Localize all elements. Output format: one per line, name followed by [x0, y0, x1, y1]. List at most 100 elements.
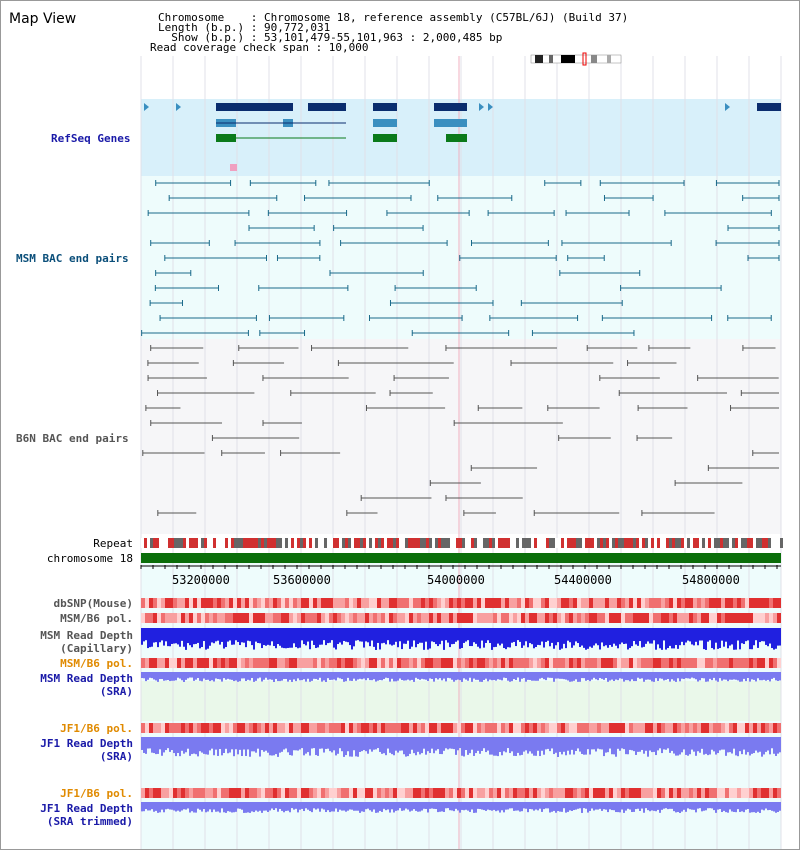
jf1-trim-depth-bar — [143, 802, 145, 812]
msm-sra-depth-bar — [433, 672, 435, 682]
msm-sra-depth-bar — [587, 672, 589, 680]
jf1-pol2-cell — [149, 788, 153, 798]
msm-b6-pol-label[interactable]: MSM/B6 pol. — [60, 612, 133, 625]
jf1-trim-depth-bar — [161, 802, 163, 810]
msm-pol-cell — [409, 613, 413, 623]
jf1-trim-depth-bar — [315, 802, 317, 810]
jf1-sra-depth-bar — [593, 737, 595, 750]
jf1-sra-depth-bar — [737, 737, 739, 757]
msm-pol-cell — [425, 613, 429, 623]
msm-pol-cell — [525, 613, 529, 623]
jf1-sra-depth-bar — [771, 737, 773, 749]
msm-capillary-depth-bar — [157, 628, 159, 648]
msm-sra-depth-bar — [475, 672, 477, 680]
msm-pol2-cell — [373, 658, 377, 668]
msm-b6-pol-2-label[interactable]: MSM/B6 pol. — [60, 657, 133, 670]
jf1-depth-trim-label[interactable]: JF1 Read Depth — [40, 802, 133, 815]
msm-pol-cell — [689, 613, 693, 623]
msm-sra-depth-bar — [193, 672, 195, 681]
msm-capillary-depth-bar — [563, 628, 565, 644]
msm-pol-cell — [625, 613, 629, 623]
msm-sra-depth-bar — [189, 672, 191, 678]
repeat-segment — [336, 538, 339, 548]
msm-sra-depth-bar — [739, 672, 741, 682]
msm-sra-depth-bar — [305, 672, 307, 682]
jf1-depth-sra-label[interactable]: JF1 Read Depth — [40, 737, 133, 750]
msm-pol2-cell — [273, 658, 277, 668]
msm-pol-cell — [389, 613, 393, 623]
msm-bac-label[interactable]: MSM BAC end pairs — [16, 252, 129, 265]
msm-sra-depth-bar — [719, 672, 721, 679]
jf1-sra-depth-bar — [605, 737, 607, 753]
msm-pol-cell — [305, 613, 309, 623]
msm-depth-capillary-label[interactable]: MSM Read Depth — [40, 629, 133, 642]
dbsnp-cell — [633, 598, 637, 608]
msm-pol2-cell — [221, 658, 225, 668]
jf1-pol-cell — [589, 723, 593, 733]
jf1-sra-depth-bar — [499, 737, 501, 753]
jf1-sra-depth-bar — [717, 737, 719, 754]
dbsnp-cell — [357, 598, 361, 608]
msm-pol2-cell — [365, 658, 369, 668]
jf1-pol-cell — [329, 723, 333, 733]
msm-sra-depth-bar — [779, 672, 781, 681]
dbsnp-cell — [669, 598, 673, 608]
msm-pol2-cell — [341, 658, 345, 668]
repeat-segment — [573, 538, 576, 548]
jf1-b6-pol-2-label[interactable]: JF1/B6 pol. — [60, 787, 133, 800]
msm-pol2-cell — [741, 658, 745, 668]
msm-capillary-depth-bar — [251, 628, 253, 646]
jf1-pol2-cell — [405, 788, 409, 798]
msm-pol2-cell — [409, 658, 413, 668]
jf1-pol2-cell — [285, 788, 289, 798]
jf1-pol2-cell — [577, 788, 581, 798]
jf1-sra-depth-bar — [535, 737, 537, 756]
jf1-trim-depth-bar — [261, 802, 263, 813]
jf1-pol-cell — [233, 723, 237, 733]
dbsnp-label[interactable]: dbSNP(Mouse) — [53, 597, 133, 610]
jf1-pol-cell — [585, 723, 589, 733]
msm-pol2-cell — [449, 658, 453, 668]
msm-pol2-cell — [525, 658, 529, 668]
msm-capillary-depth-bar — [193, 628, 195, 645]
dbsnp-cell — [693, 598, 697, 608]
jf1-sra-depth-bar — [727, 737, 729, 753]
jf1-trim-depth-bar — [667, 802, 669, 810]
jf1-pol2-cell — [553, 788, 557, 798]
msm-depth-sra-label[interactable]: MSM Read Depth — [40, 672, 133, 685]
msm-sra-depth-bar — [543, 672, 545, 680]
msm-capillary-depth-bar — [499, 628, 501, 646]
jf1-sra-depth-bar — [303, 737, 305, 756]
dbsnp-cell — [501, 598, 505, 608]
msm-pol2-cell — [509, 658, 513, 668]
msm-capillary-depth-bar — [477, 628, 479, 647]
msm-pol2-cell — [181, 658, 185, 668]
jf1-pol-cell — [409, 723, 413, 733]
msm-capillary-depth-bar — [447, 628, 449, 643]
msm-sra-depth-bar — [635, 672, 637, 682]
msm-sra-depth-bar — [341, 672, 343, 680]
jf1-b6-pol-label[interactable]: JF1/B6 pol. — [60, 722, 133, 735]
jf1-sra-depth-bar — [529, 737, 531, 752]
repeat-segment — [747, 538, 750, 548]
jf1-trim-depth-bar — [235, 802, 237, 812]
jf1-pol-cell — [153, 723, 157, 733]
jf1-trim-depth-bar — [649, 802, 651, 812]
jf1-trim-depth-bar — [383, 802, 385, 809]
repeat-segment — [771, 538, 774, 548]
msm-pol2-cell — [425, 658, 429, 668]
msm-sra-depth-bar — [399, 672, 401, 679]
repeat-segment — [195, 538, 198, 548]
msm-pol2-cell — [753, 658, 757, 668]
b6n-bac-label[interactable]: B6N BAC end pairs — [16, 432, 129, 445]
msm-sra-depth-bar — [283, 672, 285, 679]
msm-capillary-depth-bar — [235, 628, 237, 641]
jf1-pol-cell — [385, 723, 389, 733]
jf1-trim-depth-bar — [419, 802, 421, 812]
refseq-genes-label[interactable]: RefSeq Genes — [51, 132, 131, 145]
msm-sra-depth-bar — [273, 672, 275, 682]
msm-pol-cell — [725, 613, 729, 623]
jf1-trim-depth-bar — [275, 802, 277, 809]
msm-pol2-cell — [757, 658, 761, 668]
